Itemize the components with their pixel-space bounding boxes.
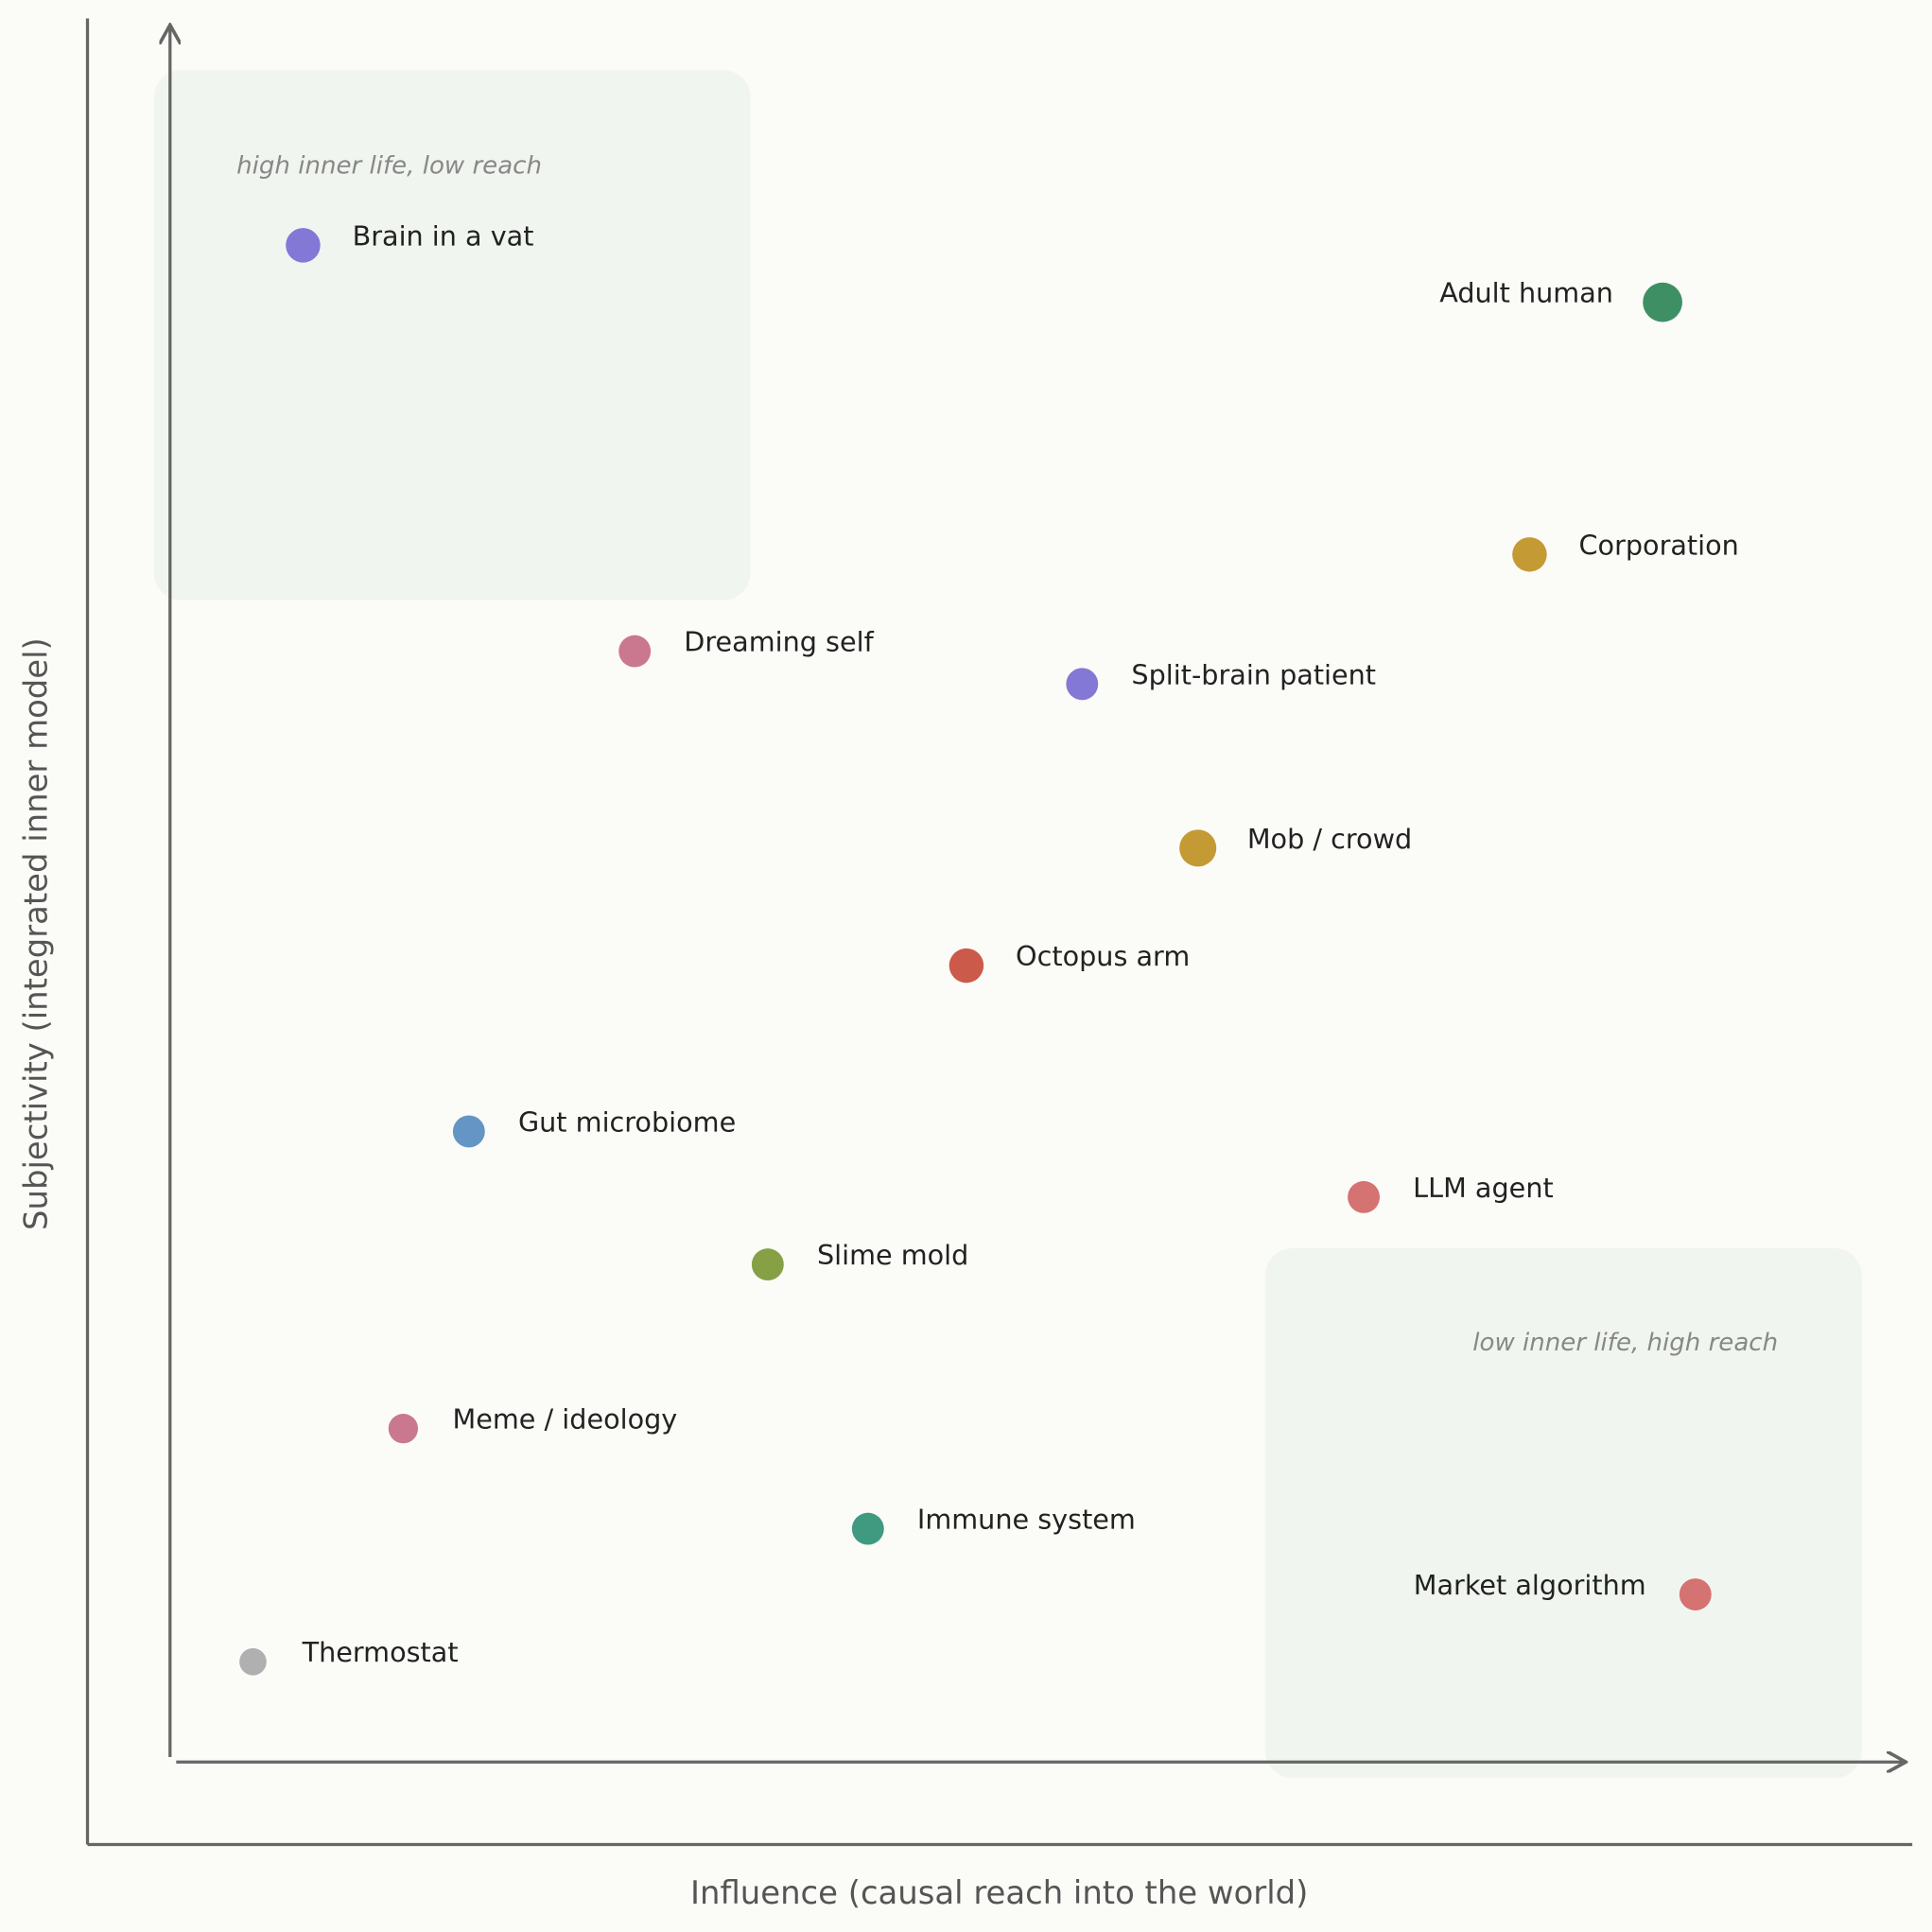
data-point-label: Dreaming self bbox=[684, 626, 874, 658]
data-point bbox=[239, 1647, 267, 1676]
data-point-label: Meme / ideology bbox=[453, 1403, 678, 1436]
data-point-label: Adult human bbox=[1439, 277, 1613, 309]
quadrant-bottom-right bbox=[1265, 1247, 1862, 1779]
data-point-label: Split-brain patient bbox=[1131, 658, 1376, 690]
data-point-label: Immune system bbox=[917, 1504, 1136, 1536]
data-point-label: LLM agent bbox=[1413, 1172, 1554, 1204]
annotation-bottom-right: low inner life, high reach bbox=[1472, 1329, 1778, 1357]
data-point bbox=[1679, 1578, 1712, 1610]
data-point-label: Market algorithm bbox=[1414, 1569, 1646, 1601]
data-point bbox=[286, 228, 321, 263]
data-point bbox=[1512, 537, 1547, 572]
data-point-label: Slime mold bbox=[817, 1239, 968, 1271]
data-point-label: Brain in a vat bbox=[353, 219, 534, 252]
data-point-label: Mob / crowd bbox=[1247, 823, 1412, 855]
y-axis-title: Subjectivity (integrated inner model) bbox=[18, 637, 55, 1230]
data-point bbox=[751, 1248, 784, 1281]
data-point-label: Thermostat bbox=[302, 1636, 459, 1668]
points-layer: Brain in a vat Adult human Corporation Drea… bbox=[239, 219, 1739, 1676]
data-point bbox=[1348, 1180, 1381, 1213]
data-point bbox=[1643, 282, 1682, 322]
quadrant-top-left bbox=[153, 70, 751, 600]
x-axis-title: Influence (causal reach into the world) bbox=[690, 1874, 1308, 1911]
data-point-label: Corporation bbox=[1579, 529, 1739, 561]
data-point bbox=[949, 948, 984, 983]
annotation-top-left: high inner life, low reach bbox=[236, 152, 542, 181]
data-point bbox=[618, 635, 652, 668]
data-point bbox=[1179, 829, 1217, 867]
data-point bbox=[452, 1115, 485, 1148]
data-point-label: Gut microbiome bbox=[518, 1105, 736, 1138]
data-point bbox=[851, 1512, 884, 1545]
data-point bbox=[1066, 668, 1099, 701]
data-point-label: Octopus arm bbox=[1016, 940, 1190, 972]
data-point bbox=[388, 1414, 419, 1444]
